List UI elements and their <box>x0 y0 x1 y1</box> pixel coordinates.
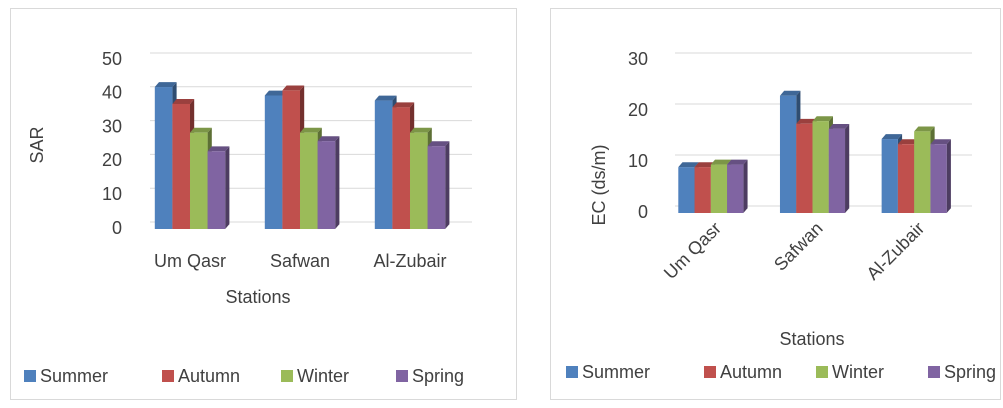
bar <box>190 132 208 229</box>
bar <box>796 123 813 213</box>
bar-top <box>410 127 432 133</box>
bar <box>282 90 300 229</box>
y-tick-label: 50 <box>102 49 122 69</box>
bar-top <box>392 102 415 108</box>
legend-swatch <box>566 366 578 378</box>
y-tick-label: 30 <box>102 116 122 136</box>
bar <box>812 121 829 213</box>
legend-label: Spring <box>412 366 464 386</box>
bar <box>914 131 931 213</box>
bar <box>881 139 898 213</box>
y-tick-label: 0 <box>112 218 122 238</box>
bar-top <box>190 127 212 133</box>
bar-top <box>374 95 397 101</box>
bar <box>710 164 728 213</box>
y-tick-label: 0 <box>638 202 648 222</box>
bar <box>897 144 915 213</box>
legend-swatch <box>816 366 828 378</box>
bar <box>300 132 318 229</box>
y-tick-label: 10 <box>628 151 648 171</box>
bar-top <box>828 123 850 129</box>
legend-label: Summer <box>40 366 108 386</box>
y-tick-label: 20 <box>102 150 122 170</box>
x-tick-label: Um Qasr <box>154 251 226 271</box>
legend-label: Autumn <box>178 366 240 386</box>
bar-top <box>710 159 732 165</box>
bar <box>727 164 744 213</box>
bar <box>392 107 410 229</box>
x-axis-label: Stations <box>225 287 290 307</box>
legend-label: Autumn <box>720 362 782 382</box>
legend-label: Summer <box>582 362 650 382</box>
bar-side <box>845 123 850 213</box>
legend-swatch <box>704 366 716 378</box>
legend-swatch <box>928 366 940 378</box>
legend-label: Winter <box>297 366 349 386</box>
bar-side <box>445 141 450 229</box>
bar <box>172 103 190 229</box>
y-axis-label: SAR <box>27 126 47 163</box>
bar-top <box>282 85 305 91</box>
y-tick-label: 20 <box>628 100 648 120</box>
legend-label: Spring <box>944 362 996 382</box>
bar-top <box>694 162 716 168</box>
bar-top <box>897 139 919 145</box>
legend-swatch <box>24 370 36 382</box>
bar <box>427 146 446 229</box>
bar-top <box>427 141 450 147</box>
bar <box>694 167 711 213</box>
y-tick-label: 30 <box>628 49 648 69</box>
bar-top <box>172 99 195 104</box>
bar <box>264 95 283 230</box>
bar-top <box>678 162 699 168</box>
legend-swatch <box>396 370 408 382</box>
bar <box>317 141 336 229</box>
legend-swatch <box>281 370 293 382</box>
bar-side <box>743 159 748 213</box>
bar <box>678 167 695 213</box>
bar-top <box>317 136 340 142</box>
bar-top <box>264 90 287 96</box>
y-axis-label: EC (ds/m) <box>589 145 609 226</box>
bar-side <box>225 146 230 229</box>
bar <box>154 87 173 229</box>
bar-top <box>300 127 322 133</box>
bar-top <box>812 116 833 122</box>
legend-swatch <box>162 370 174 382</box>
bar-top <box>881 134 903 140</box>
y-tick-label: 10 <box>102 184 122 204</box>
legend-label: Winter <box>832 362 884 382</box>
bar <box>207 151 226 229</box>
bar <box>828 128 846 213</box>
bar <box>779 95 797 213</box>
bar-top <box>727 159 748 165</box>
bar-top <box>914 126 935 132</box>
bar-top <box>796 118 817 124</box>
x-axis-label: Stations <box>779 329 844 349</box>
x-tick-label: Safwan <box>270 251 330 271</box>
bar-side <box>335 136 340 229</box>
bar-side <box>946 139 951 213</box>
bar <box>374 100 393 229</box>
bar-top <box>779 90 801 96</box>
bar <box>930 144 947 213</box>
bar <box>410 132 428 229</box>
x-tick-label: Al-Zubair <box>373 251 446 271</box>
y-tick-label: 40 <box>102 83 122 103</box>
bar-top <box>207 146 230 152</box>
bar-top <box>154 82 177 88</box>
bar-top <box>930 139 951 145</box>
